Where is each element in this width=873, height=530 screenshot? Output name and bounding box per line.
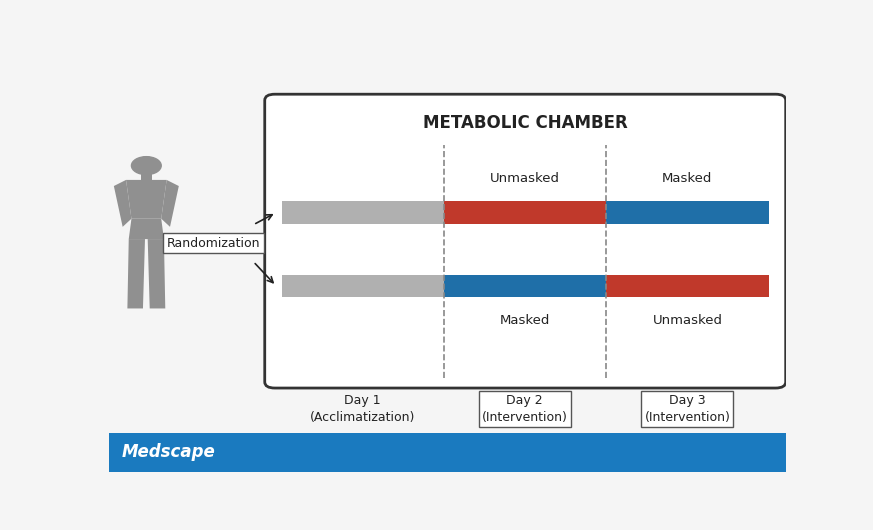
FancyBboxPatch shape xyxy=(141,170,152,180)
Text: Masked: Masked xyxy=(499,314,550,326)
FancyBboxPatch shape xyxy=(606,275,769,297)
Polygon shape xyxy=(128,219,164,239)
Text: Randomization: Randomization xyxy=(168,237,261,250)
Text: Unmasked: Unmasked xyxy=(490,172,560,185)
FancyBboxPatch shape xyxy=(282,275,443,297)
Text: Medscape: Medscape xyxy=(121,443,215,461)
Text: METABOLIC CHAMBER: METABOLIC CHAMBER xyxy=(423,114,628,132)
Text: Masked: Masked xyxy=(663,172,712,185)
FancyBboxPatch shape xyxy=(282,201,443,224)
Polygon shape xyxy=(127,239,145,308)
Polygon shape xyxy=(126,180,167,219)
Polygon shape xyxy=(148,239,165,308)
Polygon shape xyxy=(113,180,132,227)
FancyBboxPatch shape xyxy=(443,275,606,297)
Text: Day 1
(Acclimatization): Day 1 (Acclimatization) xyxy=(310,394,416,424)
Text: Day 3
(Intervention): Day 3 (Intervention) xyxy=(644,394,731,424)
FancyBboxPatch shape xyxy=(265,94,786,388)
Text: Day 2
(Intervention): Day 2 (Intervention) xyxy=(482,394,567,424)
Circle shape xyxy=(132,157,162,174)
Text: Unmasked: Unmasked xyxy=(652,314,723,326)
FancyBboxPatch shape xyxy=(606,201,769,224)
FancyBboxPatch shape xyxy=(109,433,786,472)
Polygon shape xyxy=(162,180,179,227)
FancyBboxPatch shape xyxy=(443,201,606,224)
